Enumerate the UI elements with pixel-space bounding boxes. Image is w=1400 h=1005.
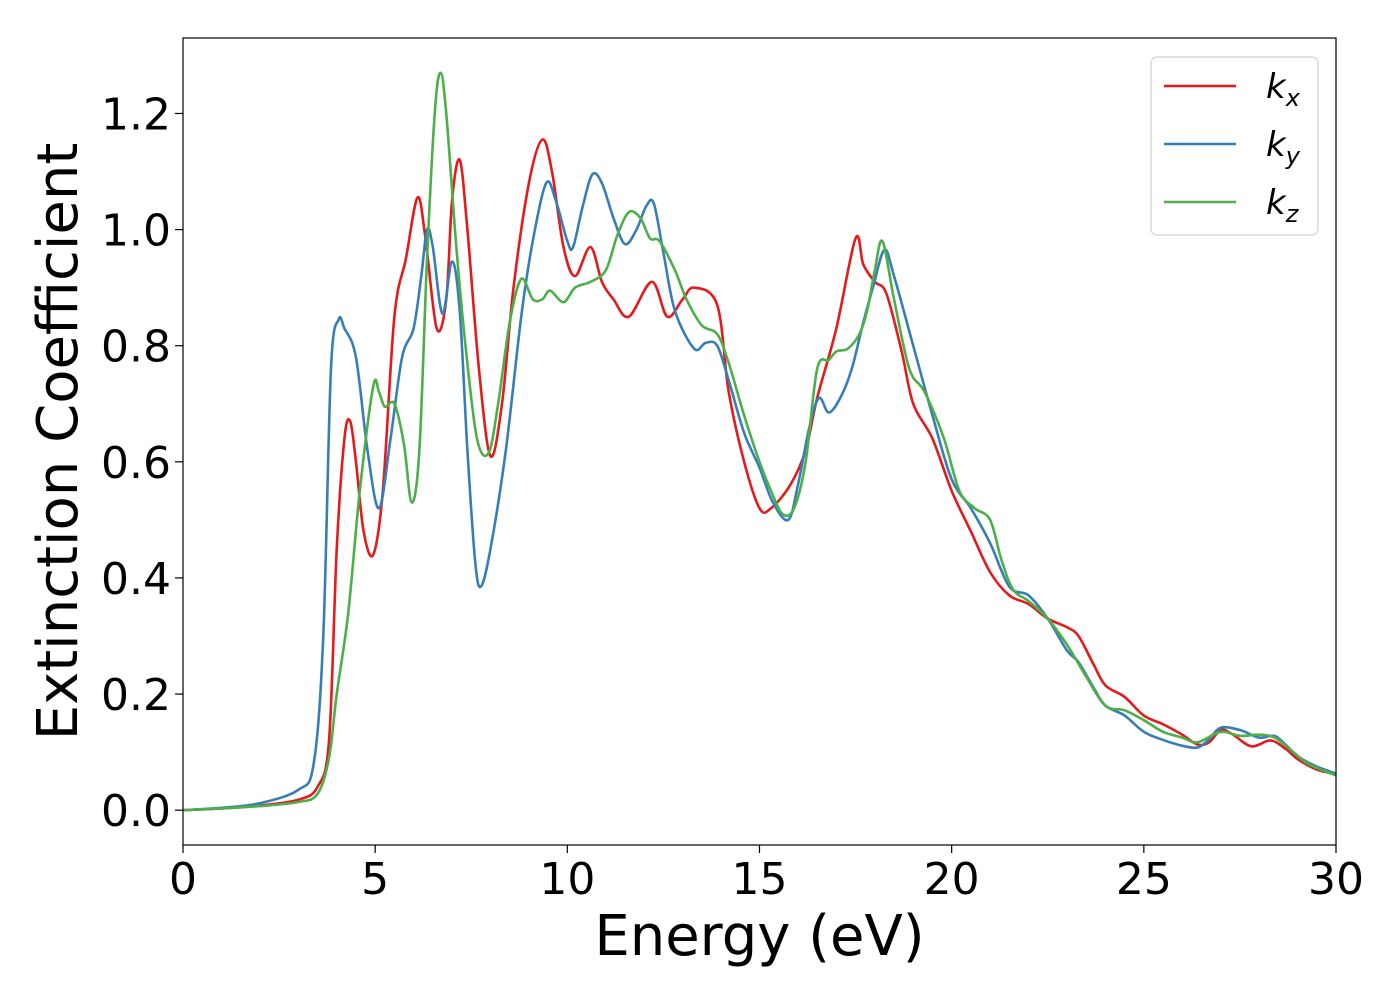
y-tick-label: 0.4: [101, 554, 171, 605]
y-tick-label: 0.2: [101, 670, 171, 721]
x-tick-label: 20: [924, 854, 980, 905]
legend-label-main: k: [1266, 125, 1287, 165]
x-tick-label: 30: [1308, 854, 1364, 905]
y-tick-label: 1.0: [101, 206, 171, 257]
y-tick-label: 0.0: [101, 786, 171, 837]
y-tick-label: 0.8: [101, 322, 171, 373]
x-tick-label: 0: [169, 854, 197, 905]
x-axis-label: Energy (eV): [594, 904, 924, 969]
legend-label-subscript: z: [1285, 200, 1300, 228]
legend-frame: [1150, 56, 1319, 236]
series-line-z: [183, 71, 1336, 812]
axis-layer: 0 5 10 15 20 25 30 0.0 0.2 0.4 0.6 0.8 1.0 1.2 Energy …: [26, 37, 1364, 969]
legend-label-subscript: y: [1285, 142, 1301, 170]
legend-label-x: kx: [1266, 67, 1301, 112]
y-axis-label: Extinction Coefficient: [26, 143, 91, 741]
plot-layer: [183, 71, 1336, 812]
legend-label-main: k: [1266, 183, 1287, 223]
x-tick-label: 25: [1116, 854, 1172, 905]
x-tick-label: 5: [361, 854, 389, 905]
legend-label-subscript: x: [1285, 84, 1301, 112]
y-tick-label: 0.6: [101, 438, 171, 489]
legend-label-y: ky: [1266, 125, 1301, 170]
legend-label-z: kz: [1266, 183, 1300, 228]
y-tick-label: 1.2: [101, 89, 171, 140]
x-tick-label: 15: [732, 854, 788, 905]
legend-label-main: k: [1266, 67, 1287, 107]
x-tick-label: 10: [539, 854, 595, 905]
series-line-y: [183, 171, 1336, 812]
series-line-x: [183, 138, 1336, 812]
